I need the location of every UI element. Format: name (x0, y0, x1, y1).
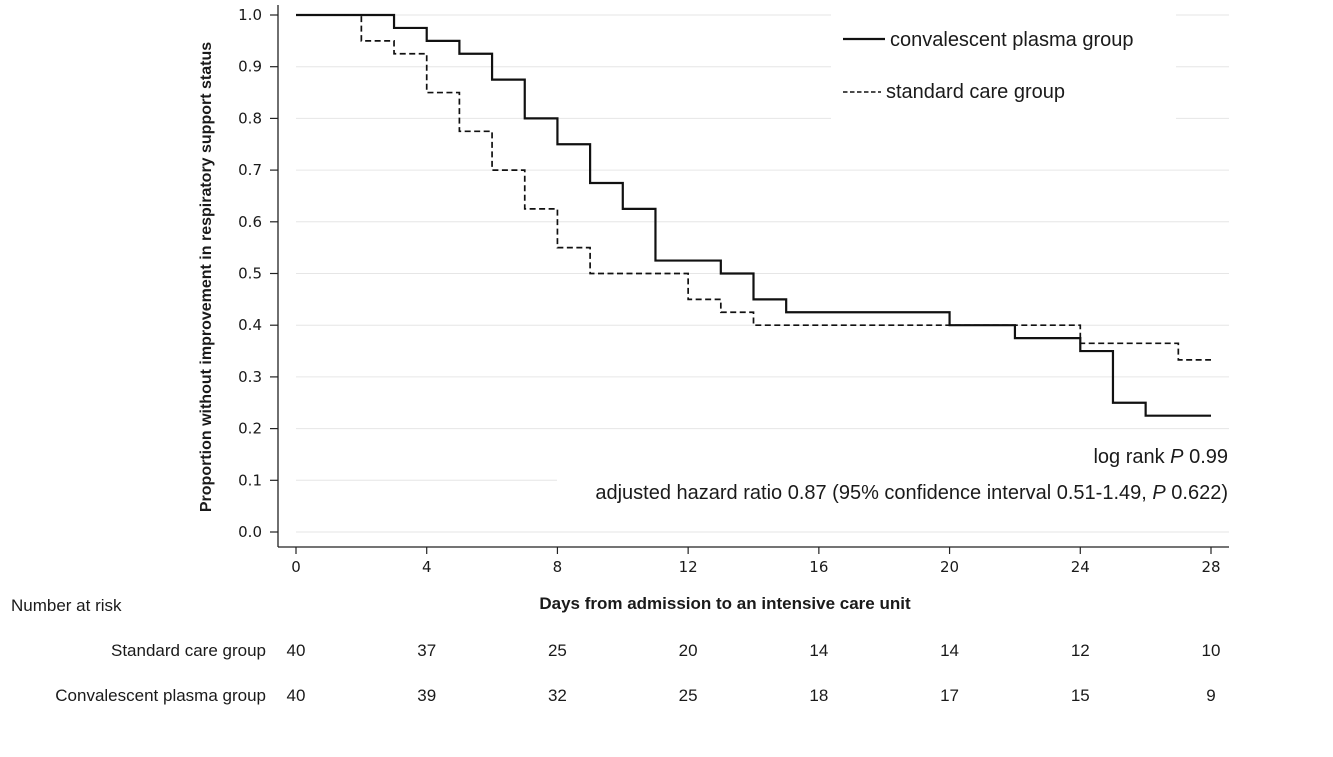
y-tick-label: 0.5 (238, 265, 262, 283)
x-tick-label: 24 (1071, 558, 1090, 576)
series-group (296, 13, 1211, 417)
risk-value: 17 (940, 686, 960, 705)
y-axis-label: Proportion without improvement in respir… (198, 42, 215, 512)
x-tick-label: 4 (422, 558, 432, 576)
risk-value: 15 (1070, 686, 1090, 705)
y-tick-label: 0.3 (238, 368, 262, 386)
risk-value: 18 (809, 686, 829, 705)
y-tick-label: 0.4 (238, 316, 262, 334)
series-line-convalescent (296, 13, 1211, 417)
x-axis-label: Days from admission to an intensive care… (539, 594, 911, 613)
risk-value: 14 (940, 641, 960, 660)
hazard-ratio-annotation: adjusted hazard ratio 0.87 (95% confiden… (595, 482, 1228, 504)
risk-value: 9 (1206, 686, 1216, 705)
risk-value: 20 (678, 641, 698, 660)
legend-label-convalescent: convalescent plasma group (890, 29, 1133, 51)
risk-value: 39 (417, 686, 437, 705)
risk-value: 12 (1070, 641, 1090, 660)
y-tick-label: 0.7 (238, 161, 262, 179)
y-tick-label: 0.8 (238, 109, 262, 127)
annotation-background (557, 440, 1229, 510)
risk-value: 32 (547, 686, 567, 705)
risk-value: 14 (809, 641, 829, 660)
x-tick-label: 16 (809, 558, 828, 576)
x-axis: 0 4 8 12 16 20 24 28 (278, 546, 1229, 576)
logrank-annotation: log rank P 0.99 (1093, 446, 1228, 468)
legend: convalescent plasma group standard care … (831, 10, 1176, 120)
y-tick-label: 0.6 (238, 213, 262, 231)
annotations: log rank P 0.99 adjusted hazard ratio 0.… (557, 440, 1229, 510)
risk-value: 37 (417, 641, 437, 660)
risk-value: 40 (286, 686, 306, 705)
y-tick-label: 0.9 (238, 58, 262, 76)
y-tick-label: 0.0 (238, 523, 262, 541)
risk-row-label-standard: Standard care group (111, 641, 266, 660)
x-tick-label: 20 (940, 558, 959, 576)
risk-row-label-convalescent: Convalescent plasma group (55, 686, 266, 705)
y-tick-label: 0.2 (238, 420, 262, 438)
series-line-standard (296, 14, 1211, 361)
risk-value: 25 (678, 686, 698, 705)
y-tick-label: 1.0 (238, 6, 262, 24)
x-tick-label: 28 (1201, 558, 1220, 576)
risk-value: 25 (547, 641, 567, 660)
risk-table-title: Number at risk (11, 596, 122, 615)
y-tick-label: 0.1 (238, 471, 262, 489)
legend-background (831, 10, 1176, 120)
x-tick-label: 0 (291, 558, 301, 576)
x-tick-label: 8 (553, 558, 563, 576)
risk-value: 40 (286, 641, 306, 660)
risk-value: 10 (1201, 641, 1221, 660)
legend-label-standard: standard care group (886, 81, 1065, 103)
y-axis: 0.0 0.1 0.2 0.3 0.4 0.5 0.6 0.7 0.8 0.9 1.0 (238, 5, 279, 547)
x-tick-label: 12 (679, 558, 698, 576)
